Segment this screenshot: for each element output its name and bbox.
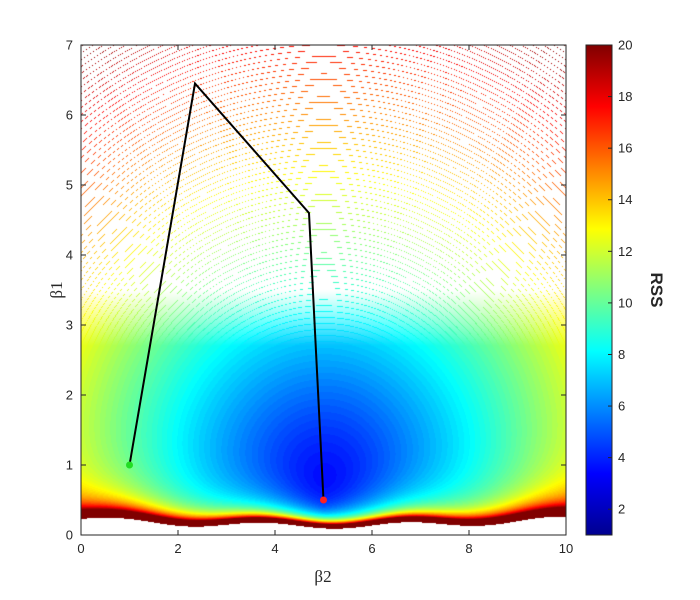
plot-area [80, 44, 567, 536]
contour-layer [81, 45, 566, 535]
x-axis-label: β2 [314, 567, 331, 586]
end-point-marker [320, 496, 327, 504]
x-tick-label: 8 [465, 541, 472, 556]
y-axis: 0 1 2 3 4 5 6 7 [66, 38, 566, 543]
x-tick-label: 10 [559, 541, 573, 556]
colorbar-tick-label: 10 [618, 295, 632, 310]
colorbar-label: RSS [647, 273, 666, 308]
colorbar-frame [585, 44, 613, 536]
descent-path-line [128, 81, 325, 501]
colorbar-tick-label: 8 [618, 347, 625, 362]
start-point-marker [126, 461, 133, 469]
colorbar-tick-label: 14 [618, 192, 632, 207]
colorbar: 2 4 6 8 10 12 14 16 18 20 RSS [585, 38, 666, 536]
colorbar-tick-label: 6 [618, 399, 625, 414]
y-tick-label: 3 [66, 318, 73, 333]
y-tick-label: 4 [66, 248, 73, 263]
colorbar-tick-label: 12 [618, 244, 632, 259]
x-tick-label: 4 [271, 541, 278, 556]
y-tick-label: 2 [66, 388, 73, 403]
x-tick-label: 2 [174, 541, 181, 556]
colorbar-tick-label: 2 [618, 502, 625, 517]
y-tick-label: 0 [66, 528, 73, 543]
plot-frame [80, 44, 567, 536]
y-tick-label: 7 [66, 38, 73, 53]
rss-surface-image [81, 45, 566, 535]
y-tick-label: 6 [66, 108, 73, 123]
colorbar-tick-label: 18 [618, 89, 632, 104]
x-axis: 0 2 4 6 8 10 [77, 45, 573, 556]
colorbar-ticks: 2 4 6 8 10 12 14 16 18 20 [608, 38, 632, 517]
x-tick-label: 0 [77, 541, 84, 556]
colorbar-gradient [586, 45, 612, 535]
y-axis-label: β1 [47, 281, 66, 298]
x-tick-label: 6 [368, 541, 375, 556]
colorbar-tick-label: 4 [618, 450, 625, 465]
y-tick-label: 5 [66, 178, 73, 193]
colorbar-tick-label: 16 [618, 141, 632, 156]
colorbar-tick-label: 20 [618, 38, 632, 53]
y-tick-label: 1 [66, 458, 73, 473]
